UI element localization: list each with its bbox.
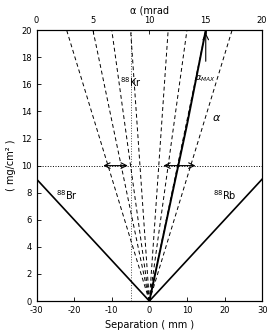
Text: $\alpha_{MAX}$: $\alpha_{MAX}$ bbox=[195, 74, 216, 84]
Text: $\alpha$: $\alpha$ bbox=[212, 113, 222, 123]
X-axis label: Separation ( mm ): Separation ( mm ) bbox=[105, 321, 194, 330]
Text: $^{88}$Kr: $^{88}$Kr bbox=[120, 75, 141, 89]
Y-axis label: ( mg/cm² ): ( mg/cm² ) bbox=[5, 140, 16, 192]
Text: $^{88}$Rb: $^{88}$Rb bbox=[213, 188, 236, 202]
Text: $^{88}$Br: $^{88}$Br bbox=[56, 188, 78, 202]
X-axis label: α (mrad: α (mrad bbox=[130, 6, 169, 15]
